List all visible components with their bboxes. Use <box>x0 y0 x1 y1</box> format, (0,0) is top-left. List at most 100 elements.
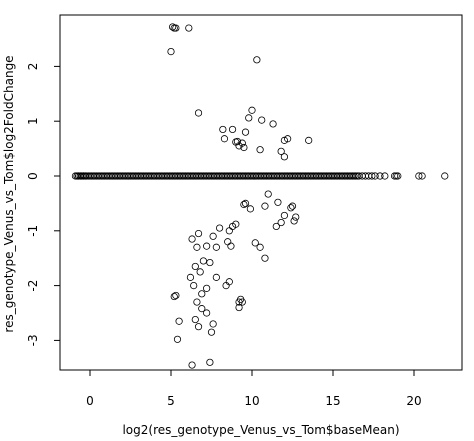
y-tick-label: -2 <box>26 280 40 292</box>
data-point <box>170 292 178 301</box>
data-point <box>225 278 233 286</box>
y-tick-label: 1 <box>26 117 40 125</box>
data-point <box>392 172 400 180</box>
data-point <box>206 258 214 267</box>
data-point <box>394 172 402 180</box>
data-point <box>288 202 297 210</box>
x-tick-label: 5 <box>167 394 175 408</box>
data-point <box>206 358 214 366</box>
data-point <box>198 305 206 313</box>
data-point <box>199 257 207 265</box>
data-point <box>277 218 285 227</box>
data-points <box>71 23 449 369</box>
data-point <box>376 172 384 180</box>
x-axis-title: log2(res_genotype_Venus_vs_Tom$baseMean) <box>122 423 399 437</box>
data-point <box>418 172 426 180</box>
y-tick-label: 0 <box>26 172 40 180</box>
data-point <box>175 317 183 325</box>
y-tick-label: -1 <box>26 225 40 237</box>
data-point <box>280 211 288 220</box>
data-point <box>280 153 288 161</box>
y-tick-label: -3 <box>26 334 40 346</box>
data-point <box>228 125 237 134</box>
data-point <box>224 238 232 246</box>
data-point <box>261 202 269 210</box>
data-point <box>415 172 423 180</box>
data-point <box>188 361 196 369</box>
data-point <box>258 116 266 124</box>
data-point <box>251 239 259 247</box>
data-point <box>235 303 243 312</box>
data-point <box>292 213 300 221</box>
data-point <box>245 114 253 122</box>
data-point <box>220 135 229 143</box>
data-point <box>186 273 195 281</box>
data-point <box>212 243 220 251</box>
data-point <box>169 23 177 31</box>
data-point <box>203 284 211 292</box>
data-point <box>191 262 199 271</box>
data-point <box>190 281 198 290</box>
data-point <box>248 106 256 114</box>
data-point <box>381 172 389 180</box>
x-tick-label: 0 <box>86 394 94 408</box>
x-tick-label: 15 <box>325 394 340 408</box>
data-point <box>441 172 449 180</box>
data-point <box>256 146 264 154</box>
data-point <box>290 217 298 225</box>
data-point <box>216 224 224 232</box>
data-point <box>173 335 182 343</box>
data-point <box>209 320 217 328</box>
data-point <box>233 137 242 146</box>
data-point <box>241 199 250 207</box>
data-point <box>368 172 376 180</box>
data-point <box>170 24 178 32</box>
x-tick-label: 20 <box>406 394 421 408</box>
y-axis: -3 -2 -1 0 1 2 <box>26 63 60 346</box>
data-point <box>194 323 203 331</box>
data-point <box>238 139 246 147</box>
plot-box <box>59 14 463 371</box>
data-point <box>238 298 246 306</box>
data-point <box>264 190 272 198</box>
data-point <box>280 136 288 144</box>
y-axis-title: res_genotype_Venus_vs_Tom$log2FoldChange <box>2 55 16 332</box>
data-point <box>277 147 285 155</box>
data-point <box>246 205 254 213</box>
data-point <box>256 243 264 251</box>
data-point <box>81 172 89 180</box>
data-point <box>203 242 211 250</box>
data-point <box>172 291 180 300</box>
data-point <box>194 229 203 238</box>
data-point <box>225 227 233 235</box>
data-point <box>185 24 193 32</box>
data-point <box>240 143 248 152</box>
data-point <box>167 47 175 56</box>
data-point <box>209 232 217 240</box>
data-point <box>219 125 227 134</box>
data-point <box>191 315 199 324</box>
data-point <box>371 172 379 180</box>
data-point <box>212 273 220 281</box>
data-point <box>194 109 203 117</box>
data-point <box>172 24 180 32</box>
y-tick-label: 2 <box>26 63 40 71</box>
x-tick-label: 10 <box>244 394 259 408</box>
data-point <box>240 200 248 209</box>
data-point <box>193 298 201 306</box>
data-point <box>235 298 243 306</box>
data-point <box>193 243 201 251</box>
data-point <box>261 254 269 262</box>
data-point <box>269 120 277 128</box>
data-point <box>227 242 235 250</box>
data-point <box>253 56 261 64</box>
data-point <box>272 222 280 231</box>
data-point <box>274 198 282 206</box>
data-point <box>241 128 250 136</box>
data-point <box>203 309 211 317</box>
x-axis: 0 5 10 15 20 <box>86 370 422 408</box>
data-point <box>287 204 295 212</box>
data-point <box>196 268 204 276</box>
data-point <box>188 235 196 243</box>
